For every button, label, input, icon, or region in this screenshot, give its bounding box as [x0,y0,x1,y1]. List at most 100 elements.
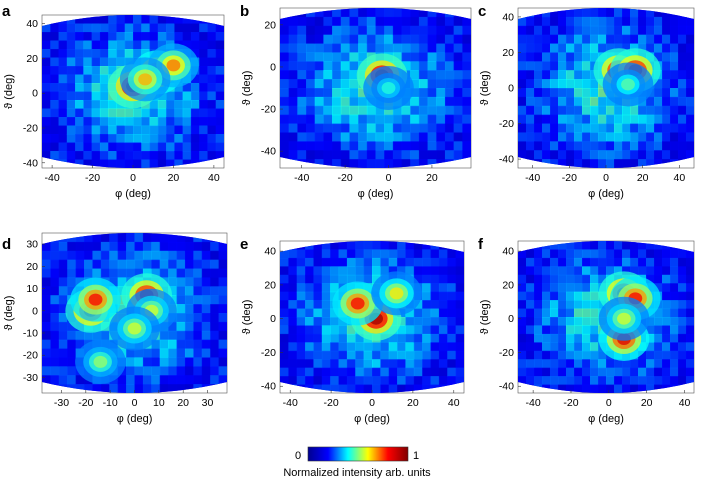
heatmap-cell [349,150,359,160]
y-tick-label: 40 [264,246,276,258]
heatmap-cell [288,274,298,284]
heatmap-cell [574,88,583,98]
heatmap-cell [321,241,331,251]
heatmap-cell [99,74,109,84]
heatmap-cell [42,339,52,350]
heatmap-cell [184,241,194,252]
heatmap-cell [686,88,694,98]
heatmap-cell [582,317,591,327]
heatmap-cell [678,105,687,116]
heatmap-cell [116,57,126,67]
heatmap-cell [558,132,567,142]
heatmap-cell [462,52,471,62]
heatmap-cell [518,325,527,335]
x-tick-label: -20 [562,172,577,184]
heatmap-cell [566,61,575,71]
heatmap-cell [427,132,437,142]
heatmap-cell [184,339,194,350]
heatmap-cell [332,52,342,62]
heatmap-cell [534,61,543,71]
heatmap-cell [422,266,432,276]
heatmap-cell [296,367,306,377]
heatmap-cell [75,134,84,144]
heatmap-cell [157,23,167,33]
heatmap-cell [288,34,298,45]
heatmap-cell [288,342,298,352]
heatmap-cell [455,283,464,293]
heatmap-cell [401,61,411,71]
heatmap-cell [418,34,429,45]
heatmap-cell [166,91,175,101]
heatmap-cell [297,123,307,134]
heatmap-cell [321,350,331,360]
heatmap-cell [323,16,333,27]
heatmap-cell [670,114,679,125]
heatmap-cell [193,357,203,367]
heatmap-cell [427,141,437,151]
heatmap-cell [340,34,351,45]
heatmap-cell [218,277,227,287]
heatmap-cell [176,366,186,376]
heatmap-cell [447,367,457,377]
heatmap-cell [670,52,679,62]
heatmap-cell [126,384,136,393]
heatmap-cell [134,375,144,385]
heatmap-cell [323,8,333,18]
heatmap-cell [159,375,169,385]
heatmap-cell [686,105,694,116]
heatmap-cell [355,359,365,369]
heatmap-cell [678,43,687,54]
heatmap-cell [166,32,175,42]
heatmap-cell [201,286,211,296]
heatmap-cell [117,304,127,314]
heatmap-cell [296,333,306,343]
heatmap-cell [141,15,151,25]
heatmap-cell [534,25,543,36]
heatmap-cell [444,105,455,116]
heatmap-cell [590,123,599,134]
heatmap-cell [124,125,134,135]
heatmap-cell [99,134,109,144]
heatmap-cell [670,257,679,267]
heatmap-cell [646,266,655,276]
heatmap-cell [330,308,340,318]
heatmap-cell [297,114,307,125]
heatmap-cell [159,268,169,279]
heatmap-cell [280,34,290,45]
heatmap-cell [296,249,306,259]
heatmap-cell [392,132,403,142]
heatmap-cell [280,43,290,54]
heatmap-cell [280,283,289,293]
heatmap-cell [182,100,192,110]
x-tick-label: 20 [177,397,189,409]
heatmap-cell [176,375,186,385]
heatmap-cell [654,34,663,45]
heatmap-cell [638,266,647,276]
heatmap-cell [313,300,323,310]
heatmap-cell [355,376,365,386]
heatmap-cell [542,274,551,284]
heatmap-cell [280,70,290,80]
heatmap-cell [686,141,694,151]
heatmap-cell [518,123,527,134]
heatmap-cell [405,367,415,377]
heatmap-cell [542,308,551,318]
heatmap-cell [686,70,694,80]
heatmap-cell [330,384,340,393]
heatmap-cell [606,241,615,251]
heatmap-cell [184,321,194,332]
heatmap-cell [184,375,194,385]
heatmap-cell [332,25,342,36]
heatmap-cell [358,132,368,142]
heatmap-cell [582,8,591,18]
heatmap-cell [566,52,575,62]
heatmap-cell [66,142,76,152]
heatmap-cell [518,367,527,377]
heatmap-cell [670,96,679,107]
heatmap-cell [534,317,543,327]
heatmap-cell [313,257,323,267]
y-tick-label: -40 [23,157,38,169]
x-tick-label: 20 [641,397,653,409]
heatmap-cell [288,52,298,62]
